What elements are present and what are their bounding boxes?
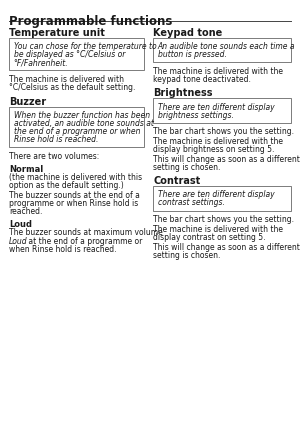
FancyBboxPatch shape bbox=[153, 98, 291, 123]
Text: Buzzer: Buzzer bbox=[9, 96, 46, 107]
Text: The buzzer sounds at the end of a: The buzzer sounds at the end of a bbox=[9, 191, 140, 200]
Text: Keypad tone: Keypad tone bbox=[153, 28, 222, 38]
Text: The buzzer sounds at maximum volume: The buzzer sounds at maximum volume bbox=[9, 228, 163, 238]
Text: Loud: Loud bbox=[9, 237, 28, 246]
Text: This will change as soon as a different: This will change as soon as a different bbox=[153, 243, 300, 252]
Text: option as the default setting.): option as the default setting.) bbox=[9, 181, 124, 190]
Text: display contrast on setting 5.: display contrast on setting 5. bbox=[153, 233, 266, 242]
Text: The bar chart shows you the setting.: The bar chart shows you the setting. bbox=[153, 215, 294, 224]
Text: brightness settings.: brightness settings. bbox=[158, 110, 233, 119]
Text: the end of a programme or when: the end of a programme or when bbox=[14, 127, 140, 136]
Text: An audible tone sounds each time a: An audible tone sounds each time a bbox=[158, 42, 295, 51]
Text: Contrast: Contrast bbox=[153, 176, 200, 186]
Text: activated, an audible tone sounds at: activated, an audible tone sounds at bbox=[14, 119, 153, 128]
Text: programme or when Rinse hold is: programme or when Rinse hold is bbox=[9, 199, 138, 208]
Text: There are ten different display: There are ten different display bbox=[158, 190, 274, 199]
Text: reached.: reached. bbox=[9, 207, 42, 216]
Text: Rinse hold is reached.: Rinse hold is reached. bbox=[14, 135, 98, 144]
Text: There are ten different display: There are ten different display bbox=[158, 102, 274, 111]
Text: The machine is delivered with: The machine is delivered with bbox=[9, 75, 124, 84]
Text: display brightness on setting 5.: display brightness on setting 5. bbox=[153, 145, 274, 154]
Text: The machine is delivered with the: The machine is delivered with the bbox=[153, 225, 283, 234]
FancyBboxPatch shape bbox=[9, 107, 144, 147]
Text: °C/Celsius as the default setting.: °C/Celsius as the default setting. bbox=[9, 83, 135, 92]
Text: setting is chosen.: setting is chosen. bbox=[153, 163, 220, 172]
FancyBboxPatch shape bbox=[153, 186, 291, 211]
FancyBboxPatch shape bbox=[153, 38, 291, 62]
Text: You can chose for the temperature to: You can chose for the temperature to bbox=[14, 42, 156, 51]
Text: when Rinse hold is reached.: when Rinse hold is reached. bbox=[9, 245, 116, 254]
Text: Normal: Normal bbox=[9, 164, 43, 173]
Text: Programmable functions: Programmable functions bbox=[9, 15, 172, 28]
Text: Loud: Loud bbox=[9, 220, 32, 229]
Text: button is pressed.: button is pressed. bbox=[158, 50, 226, 59]
Text: keypad tone deactivated.: keypad tone deactivated. bbox=[153, 75, 251, 84]
Text: Brightness: Brightness bbox=[153, 88, 212, 98]
Text: There are two volumes:: There are two volumes: bbox=[9, 152, 99, 161]
Text: (the machine is delivered with this: (the machine is delivered with this bbox=[9, 173, 142, 182]
Text: This will change as soon as a different: This will change as soon as a different bbox=[153, 155, 300, 164]
Text: The machine is delivered with the: The machine is delivered with the bbox=[153, 137, 283, 146]
Text: When the buzzer function has been: When the buzzer function has been bbox=[14, 111, 150, 120]
Text: setting is chosen.: setting is chosen. bbox=[153, 251, 220, 260]
Text: contrast settings.: contrast settings. bbox=[158, 198, 224, 207]
Text: °F/Fahrenheit.: °F/Fahrenheit. bbox=[14, 58, 68, 67]
Text: Temperature unit: Temperature unit bbox=[9, 28, 105, 38]
FancyBboxPatch shape bbox=[9, 38, 144, 70]
Text: The bar chart shows you the setting.: The bar chart shows you the setting. bbox=[153, 128, 294, 136]
Text: at the end of a programme or: at the end of a programme or bbox=[26, 237, 143, 246]
Text: be displayed as °C/Celsius or: be displayed as °C/Celsius or bbox=[14, 50, 125, 59]
Text: The machine is delivered with the: The machine is delivered with the bbox=[153, 67, 283, 76]
